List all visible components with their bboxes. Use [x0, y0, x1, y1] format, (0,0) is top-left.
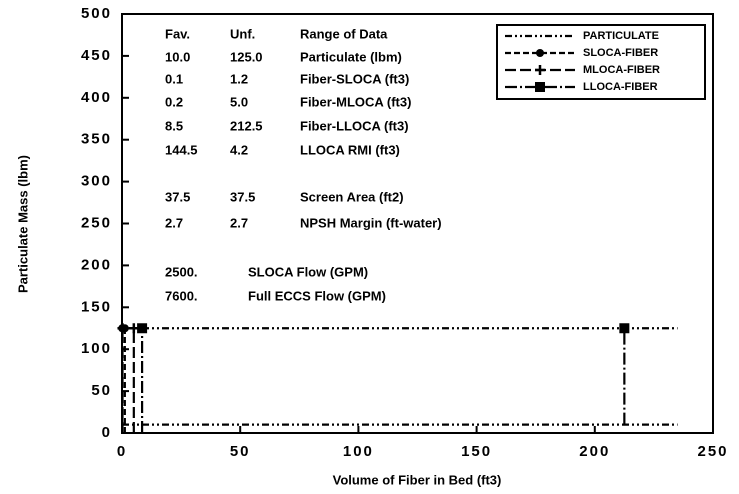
annotation-text: Particulate (lbm) — [300, 49, 402, 64]
annotation-text: Range of Data — [300, 26, 388, 41]
x-tick-label: 200 — [579, 443, 610, 460]
y-tick-label: 150 — [81, 298, 112, 315]
legend-label: PARTICULATE — [583, 30, 659, 42]
annotation-text: 0.2 — [165, 94, 183, 109]
x-tick-label: 100 — [343, 443, 374, 460]
annotation-text: Fiber-MLOCA (ft3) — [300, 94, 411, 109]
series-marker — [117, 323, 128, 334]
annotation-text: Unf. — [230, 26, 255, 41]
series-marker — [619, 323, 630, 334]
annotation-text: 144.5 — [165, 142, 198, 157]
y-tick-label: 500 — [81, 5, 112, 22]
series-line — [121, 328, 135, 433]
y-tick-label: 100 — [81, 340, 112, 357]
annotation-text: SLOCA Flow (GPM) — [248, 264, 368, 279]
annotation-text: LLOCA RMI (ft3) — [300, 142, 400, 157]
annotation-text: 2500. — [165, 264, 198, 279]
annotation-text: Full ECCS Flow (GPM) — [248, 288, 386, 303]
annotation-text: 37.5 — [165, 189, 190, 204]
y-tick-label: 300 — [81, 173, 112, 190]
annotation-text: 2.7 — [230, 215, 248, 230]
legend-label: SLOCA-FIBER — [583, 47, 658, 59]
x-tick-label: 0 — [117, 443, 127, 460]
x-axis-label: Volume of Fiber in Bed (ft3) — [333, 472, 502, 487]
annotation-text: NPSH Margin (ft-water) — [300, 215, 442, 230]
y-tick-label: 200 — [81, 256, 112, 273]
legend-marker — [536, 49, 544, 57]
series-line — [122, 327, 678, 426]
y-axis-label: Particulate Mass (lbm) — [15, 155, 30, 293]
series-line — [140, 328, 626, 433]
annotation-text: 5.0 — [230, 94, 248, 109]
x-tick-label: 150 — [461, 443, 492, 460]
series-marker — [137, 323, 148, 334]
annotation-text: 125.0 — [230, 49, 263, 64]
annotation-text: 1.2 — [230, 71, 248, 86]
legend-marker — [535, 65, 545, 75]
annotation-text: 10.0 — [165, 49, 190, 64]
legend-label: LLOCA-FIBER — [583, 81, 658, 93]
annotation-text: Fiber-LLOCA (ft3) — [300, 118, 409, 133]
annotation-text: 8.5 — [165, 118, 183, 133]
annotation-text: 37.5 — [230, 189, 255, 204]
y-tick-label: 350 — [81, 131, 112, 148]
annotation-text: Fiber-SLOCA (ft3) — [300, 71, 409, 86]
annotation-text: 2.7 — [165, 215, 183, 230]
annotation-text: 4.2 — [230, 142, 248, 157]
legend-marker — [535, 82, 545, 92]
annotation-text: 212.5 — [230, 118, 263, 133]
y-tick-label: 450 — [81, 47, 112, 64]
y-tick-label: 50 — [91, 382, 112, 399]
annotation-text: 0.1 — [165, 71, 183, 86]
y-tick-label: 0 — [102, 424, 112, 441]
legend-label: MLOCA-FIBER — [583, 64, 660, 76]
annotation-text: Screen Area (ft2) — [300, 189, 404, 204]
y-tick-label: 250 — [81, 214, 112, 231]
annotation-text: 7600. — [165, 288, 198, 303]
x-tick-label: 50 — [230, 443, 251, 460]
annotation-text: Fav. — [165, 26, 190, 41]
y-tick-label: 400 — [81, 89, 112, 106]
x-tick-label: 250 — [697, 443, 728, 460]
